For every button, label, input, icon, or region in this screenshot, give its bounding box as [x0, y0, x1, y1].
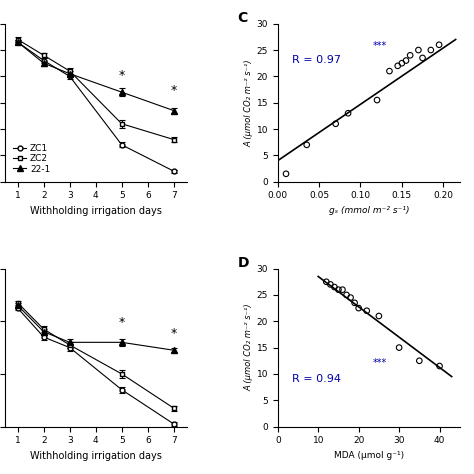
X-axis label: Withholding irrigation days: Withholding irrigation days: [30, 206, 162, 216]
Point: [344, 109, 352, 117]
Y-axis label: A (μmol CO₂ m⁻² s⁻¹): A (μmol CO₂ m⁻² s⁻¹): [245, 304, 254, 392]
X-axis label: MDA (μmol g⁻¹): MDA (μmol g⁻¹): [334, 451, 404, 460]
Point: [355, 304, 363, 312]
X-axis label: gₛ (mmol m⁻² s⁻¹): gₛ (mmol m⁻² s⁻¹): [328, 206, 409, 215]
Point: [394, 62, 401, 70]
Text: *: *: [118, 69, 125, 82]
Text: *: *: [171, 84, 177, 98]
Point: [363, 307, 371, 315]
Point: [335, 286, 342, 293]
Text: C: C: [238, 11, 248, 25]
Point: [416, 357, 423, 365]
Point: [427, 46, 435, 54]
Text: R = 0.97: R = 0.97: [292, 55, 341, 65]
Point: [386, 67, 393, 75]
Point: [436, 362, 443, 370]
Y-axis label: A (μmol CO₂ m⁻² s⁻¹): A (μmol CO₂ m⁻² s⁻¹): [245, 59, 254, 146]
Point: [375, 312, 383, 320]
Point: [332, 120, 339, 128]
Point: [415, 46, 422, 54]
Point: [406, 52, 414, 59]
Text: D: D: [238, 256, 249, 270]
Point: [435, 41, 443, 48]
Point: [303, 141, 310, 149]
Point: [343, 291, 350, 299]
Point: [402, 57, 410, 64]
Point: [398, 59, 406, 67]
Text: *: *: [171, 327, 177, 340]
Point: [339, 286, 346, 293]
Point: [330, 283, 338, 291]
Point: [419, 54, 426, 62]
Point: [351, 299, 358, 307]
Text: R = 0.94: R = 0.94: [292, 374, 341, 384]
Text: *: *: [118, 316, 125, 329]
Point: [282, 170, 290, 178]
Point: [373, 96, 381, 104]
Point: [395, 344, 403, 351]
Text: ***: ***: [373, 358, 387, 368]
X-axis label: Withholding irrigation days: Withholding irrigation days: [30, 451, 162, 461]
Point: [327, 281, 334, 288]
Legend: ZC1, ZC2, 22-1: ZC1, ZC2, 22-1: [9, 140, 54, 177]
Text: ***: ***: [373, 41, 387, 51]
Point: [322, 278, 330, 285]
Point: [347, 294, 355, 301]
